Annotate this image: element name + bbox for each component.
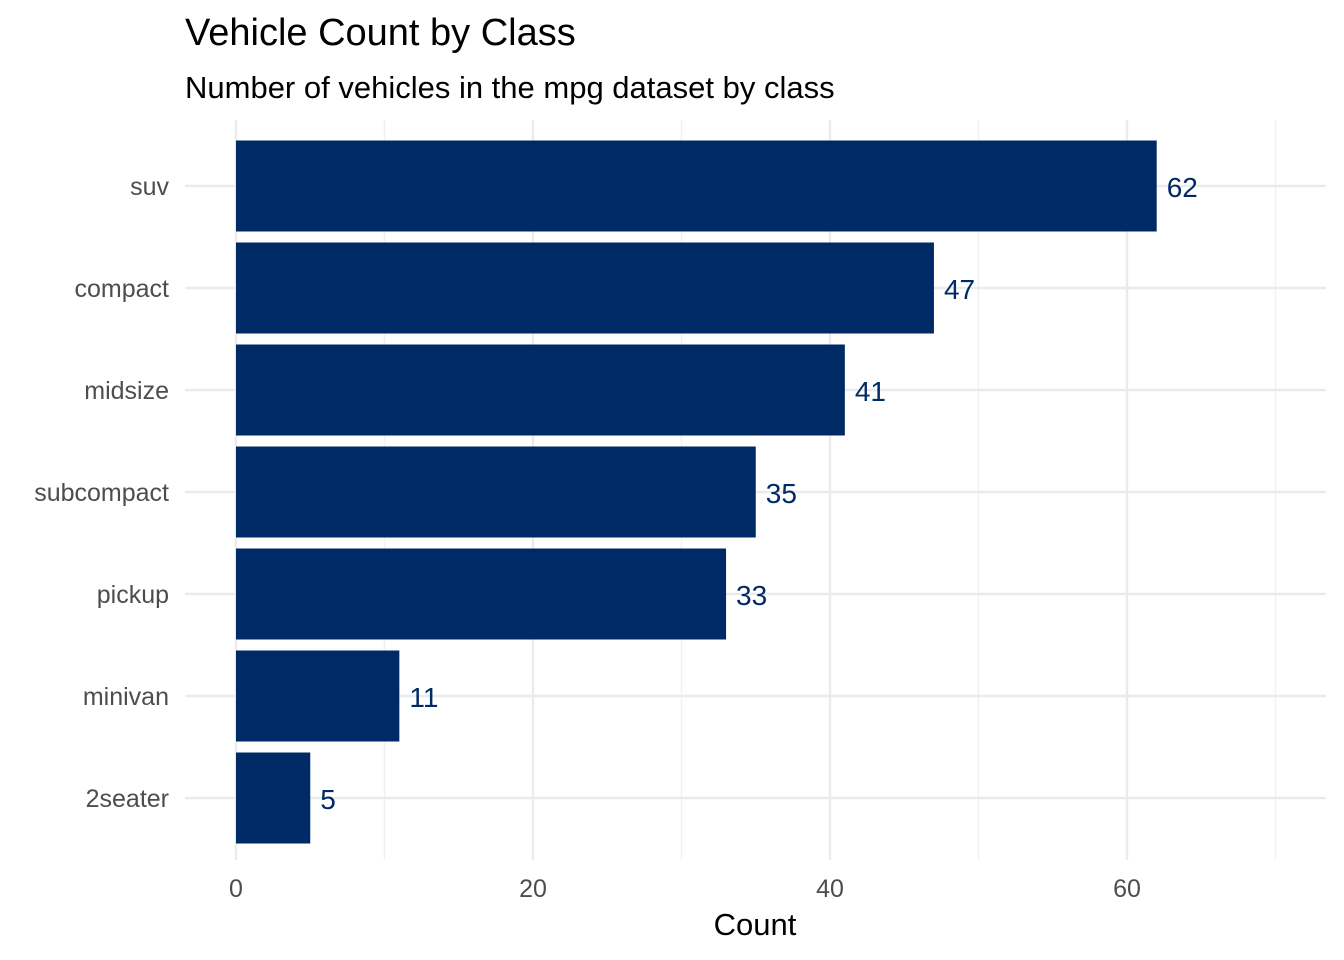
bar [236, 140, 1157, 232]
bar [236, 344, 845, 436]
y-axis-tick-labels: suv compact midsize subcompact pickup minivan… [34, 173, 169, 813]
bar-value-label: 35 [766, 478, 797, 509]
bar-value-label: 41 [855, 376, 886, 407]
bar-value-label: 11 [409, 682, 438, 713]
bar-value-label: 5 [320, 784, 336, 815]
bar [236, 242, 934, 334]
y-tick-label: midsize [84, 377, 169, 405]
y-tick-label: 2seater [86, 785, 169, 813]
x-tick-label: 60 [1113, 875, 1141, 903]
x-axis-title: Count [714, 907, 797, 942]
bar-value-label: 47 [944, 274, 975, 305]
bar-value-label: 62 [1167, 172, 1198, 203]
bar [236, 446, 756, 538]
x-tick-label: 20 [519, 875, 547, 903]
bar-value-labels: 62 47 41 35 33 11 5 [320, 172, 1198, 815]
y-tick-label: pickup [97, 581, 169, 609]
x-tick-label: 40 [816, 875, 844, 903]
y-tick-label: compact [75, 275, 170, 303]
chart-subtitle: Number of vehicles in the mpg dataset by… [185, 70, 835, 105]
bars [236, 140, 1157, 844]
y-tick-label: minivan [83, 683, 169, 711]
bar-value-label: 33 [736, 580, 767, 611]
y-tick-label: suv [130, 173, 169, 201]
x-tick-label: 0 [229, 875, 243, 903]
chart-title: Vehicle Count by Class [185, 12, 576, 54]
bar [236, 548, 727, 640]
x-axis-tick-labels: 0 20 40 60 [229, 875, 1141, 903]
bar [236, 752, 311, 844]
y-tick-label: subcompact [34, 479, 169, 507]
bar [236, 650, 400, 742]
